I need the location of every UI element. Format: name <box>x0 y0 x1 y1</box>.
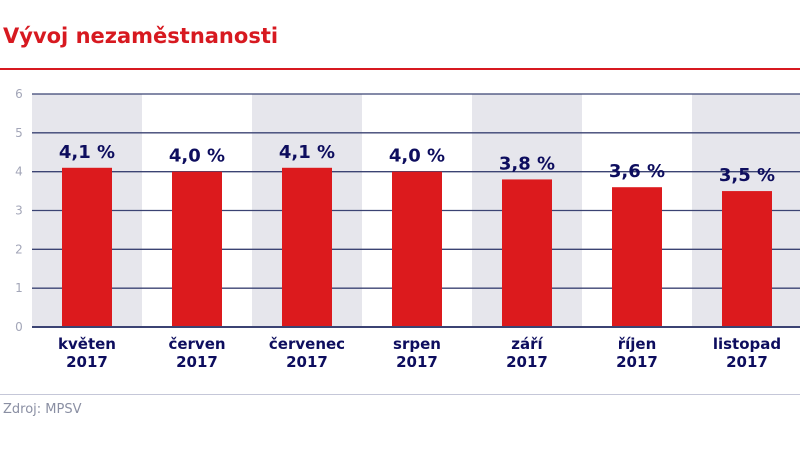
y-tick-label: 3 <box>15 204 23 218</box>
x-tick-label: 2017 <box>176 353 218 371</box>
x-tick-label: září <box>511 335 543 353</box>
x-tick-label: 2017 <box>726 353 768 371</box>
source-note: Zdroj: MPSV <box>3 402 82 417</box>
x-tick-label: 2017 <box>66 353 108 371</box>
x-tick-label: červenec <box>269 335 345 353</box>
bar <box>392 171 442 326</box>
y-tick-label: 0 <box>15 320 23 334</box>
x-tick-label: červen <box>168 335 225 353</box>
bar <box>612 187 662 326</box>
y-tick-label: 6 <box>15 87 23 101</box>
bar <box>172 171 222 326</box>
y-tick-label: 5 <box>15 126 23 140</box>
data-label: 4,0 % <box>169 146 225 167</box>
y-tick-label: 1 <box>15 281 23 295</box>
bar <box>502 179 552 326</box>
x-tick-label: 2017 <box>506 353 548 371</box>
x-tick-label: listopad <box>713 335 781 353</box>
x-tick-label: květen <box>58 335 116 353</box>
chart-title: Vývoj nezaměstnanosti <box>3 24 279 48</box>
footer-divider <box>0 394 800 395</box>
x-tick-label: 2017 <box>616 353 658 371</box>
bar <box>62 167 112 326</box>
data-label: 3,8 % <box>499 153 555 174</box>
data-label: 3,6 % <box>609 161 665 182</box>
data-label: 4,0 % <box>389 146 445 167</box>
data-label: 4,1 % <box>279 142 335 163</box>
data-label: 3,5 % <box>719 165 775 186</box>
y-tick-label: 2 <box>15 242 23 256</box>
data-label: 4,1 % <box>59 142 115 163</box>
x-tick-label: srpen <box>393 335 441 353</box>
bar <box>282 167 332 326</box>
x-tick-label: říjen <box>618 335 657 353</box>
x-tick-label: 2017 <box>286 353 328 371</box>
title-divider <box>0 68 800 70</box>
x-tick-label: 2017 <box>396 353 438 371</box>
y-tick-label: 4 <box>15 165 23 179</box>
bar <box>722 191 772 326</box>
